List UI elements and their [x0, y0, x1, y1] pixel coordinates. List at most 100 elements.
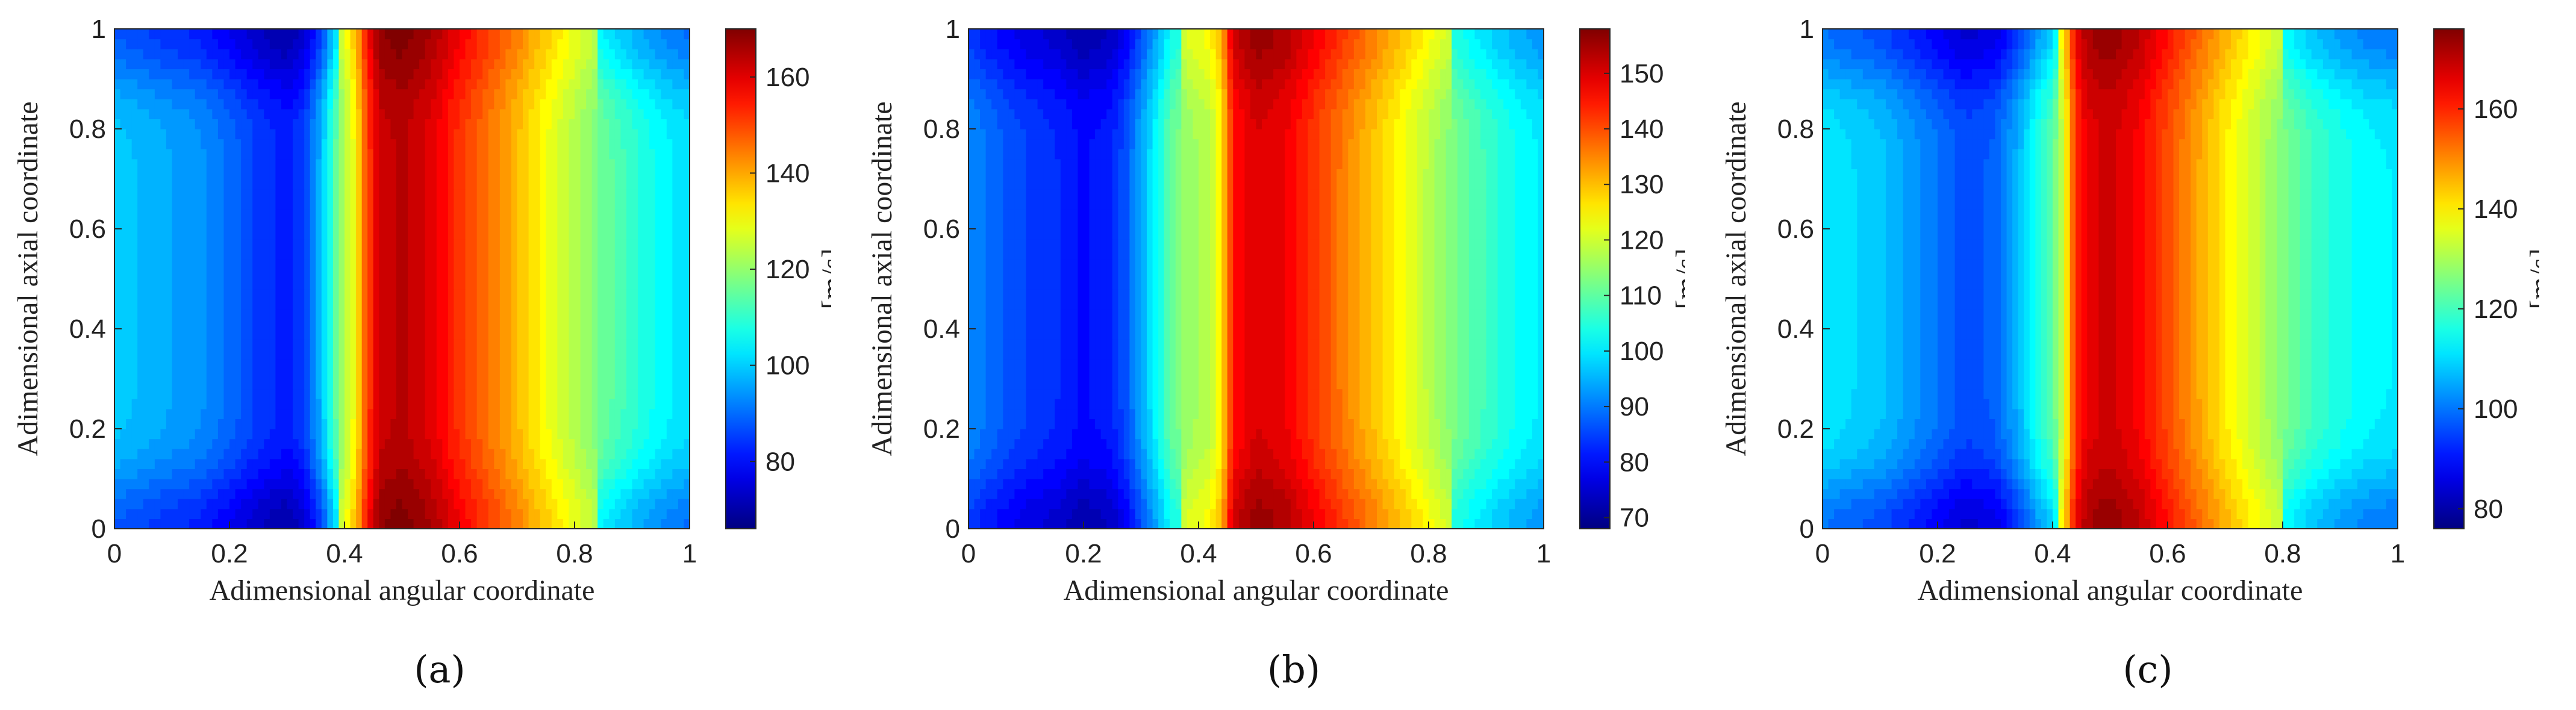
heatmap-cell: [436, 258, 443, 269]
heatmap-cell: [528, 238, 535, 249]
heatmap-cell: [638, 388, 644, 399]
heatmap-cell: [413, 158, 420, 169]
heatmap-cell: [293, 438, 299, 449]
heatmap-cell: [402, 229, 408, 240]
heatmap-cell: [563, 329, 570, 340]
heatmap-cell: [505, 458, 512, 469]
heatmap-cell: [178, 58, 184, 69]
heatmap-cell: [482, 469, 489, 479]
heatmap-cell: [379, 319, 385, 329]
heatmap-cell: [517, 149, 523, 160]
heatmap-cell: [384, 219, 391, 229]
heatmap-cell: [241, 89, 248, 99]
heatmap-cell: [172, 358, 178, 369]
heatmap-cell: [476, 139, 483, 149]
heatmap-cell: [488, 179, 494, 190]
heatmap-cell: [609, 58, 616, 69]
heatmap-cell: [563, 229, 570, 240]
heatmap-cell: [298, 69, 305, 79]
heatmap-cell: [494, 188, 501, 199]
heatmap-cell: [298, 338, 305, 349]
heatmap-cell: [114, 58, 121, 69]
heatmap-cell: [212, 238, 219, 249]
heatmap-cell: [603, 29, 610, 40]
heatmap-cell: [672, 139, 679, 149]
heatmap-cell: [465, 229, 472, 240]
heatmap-cell: [373, 219, 379, 229]
heatmap-cell: [465, 358, 472, 369]
heatmap-cell: [408, 49, 414, 60]
heatmap-cell: [379, 479, 385, 490]
heatmap-cell: [114, 308, 121, 319]
heatmap-cell: [390, 149, 397, 160]
heatmap-cell: [379, 129, 385, 140]
heatmap-cell: [120, 208, 126, 219]
heatmap-cell: [131, 158, 138, 169]
heatmap-cell: [563, 488, 570, 499]
heatmap-cell: [143, 479, 149, 490]
heatmap-cell: [499, 149, 506, 160]
heatmap-cell: [332, 429, 340, 440]
heatmap-cell: [563, 458, 570, 469]
heatmap-cell: [511, 108, 518, 119]
heatmap-cell: [546, 29, 552, 40]
heatmap-cell: [408, 129, 414, 140]
heatmap-cell: [275, 499, 282, 509]
heatmap-cell: [201, 149, 207, 160]
heatmap-cell: [643, 69, 650, 79]
heatmap-cell: [431, 308, 437, 319]
heatmap-cell: [321, 469, 328, 479]
heatmap-cell: [154, 99, 161, 110]
heatmap-cell: [143, 149, 149, 160]
heatmap-cell: [178, 508, 184, 519]
heatmap-cell: [252, 208, 259, 219]
heatmap-cell: [534, 169, 541, 179]
heatmap-cell: [666, 139, 673, 149]
heatmap-cell: [246, 349, 253, 360]
heatmap-cell: [436, 39, 443, 49]
heatmap-cell: [217, 308, 225, 319]
heatmap-cell: [241, 49, 248, 60]
heatmap-cell: [338, 129, 345, 140]
heatmap-cell: [591, 208, 598, 219]
heatmap-cell: [396, 219, 403, 229]
heatmap-cell: [620, 499, 627, 509]
heatmap-cell: [580, 249, 587, 260]
heatmap-cell: [626, 188, 633, 199]
heatmap-cell: [546, 258, 552, 269]
heatmap-cell: [373, 399, 379, 409]
heatmap-cell: [448, 29, 455, 40]
heatmap-cell: [223, 49, 230, 60]
heatmap-cell: [609, 258, 616, 269]
heatmap-cell: [586, 438, 593, 449]
heatmap-cell: [402, 488, 408, 499]
heatmap-cell: [172, 399, 178, 409]
heatmap-cell: [620, 89, 627, 99]
heatmap-cell: [281, 129, 288, 140]
heatmap-cell: [373, 179, 379, 190]
heatmap-cell: [246, 249, 253, 260]
heatmap-cell: [614, 49, 621, 60]
heatmap-cell: [408, 58, 414, 69]
heatmap-cell: [643, 119, 650, 129]
heatmap-cell: [603, 319, 610, 329]
heatmap-cell: [517, 469, 523, 479]
heatmap-cell: [160, 488, 167, 499]
heatmap-cell: [465, 219, 472, 229]
heatmap-cell: [534, 488, 541, 499]
heatmap-cell: [448, 288, 455, 299]
heatmap-cell: [252, 488, 259, 499]
heatmap-cell: [201, 479, 207, 490]
heatmap-cell: [563, 379, 570, 390]
heatmap-cell: [327, 269, 334, 279]
heatmap-cell: [591, 179, 598, 190]
heatmap-cell: [131, 208, 138, 219]
heatmap-cell: [298, 79, 305, 90]
heatmap-cell: [442, 479, 449, 490]
heatmap-cell: [499, 238, 506, 249]
heatmap-cell: [345, 139, 351, 149]
heatmap-cell: [316, 508, 322, 519]
heatmap-cell: [338, 169, 345, 179]
heatmap-cell: [603, 158, 610, 169]
heatmap-cell: [379, 169, 385, 179]
